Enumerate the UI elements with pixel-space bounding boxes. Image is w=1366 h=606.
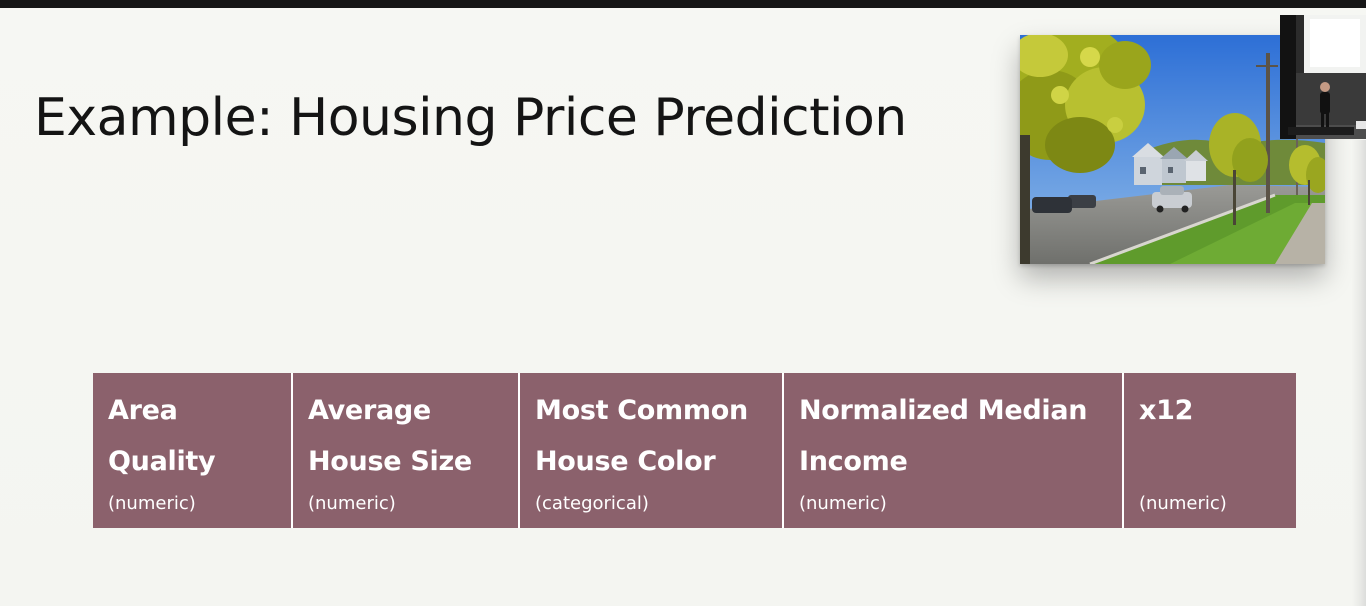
feature-name: Area Quality: [108, 395, 216, 477]
top-bar: [0, 0, 1366, 8]
feature-type: (numeric): [799, 493, 887, 514]
presenter-video-image: [1280, 15, 1366, 139]
street-photo-image: [1020, 35, 1325, 264]
feature-cell-area-quality: Area Quality (numeric): [93, 373, 291, 528]
right-edge-shadow: [1352, 140, 1366, 606]
feature-name: x12: [1139, 395, 1194, 426]
slide-title: Example: Housing Price Prediction: [34, 88, 907, 148]
street-photo: [1020, 35, 1325, 264]
feature-table: Area Quality (numeric) Average House Siz…: [93, 373, 1296, 528]
feature-type: (numeric): [308, 493, 396, 514]
feature-type: (numeric): [1139, 493, 1227, 514]
feature-cell-x12: x12 (numeric): [1124, 373, 1296, 528]
feature-type: (categorical): [535, 493, 649, 514]
feature-cell-normalized-median-income: Normalized Median Income (numeric): [784, 373, 1122, 528]
feature-cell-average-house-size: Average House Size (numeric): [293, 373, 518, 528]
feature-type: (numeric): [108, 493, 196, 514]
feature-name: Normalized Median Income: [799, 395, 1088, 477]
feature-name: Most Common House Color: [535, 395, 748, 477]
feature-name: Average House Size: [308, 395, 472, 477]
presenter-video: [1280, 15, 1366, 139]
feature-cell-most-common-house-color: Most Common House Color (categorical): [520, 373, 782, 528]
